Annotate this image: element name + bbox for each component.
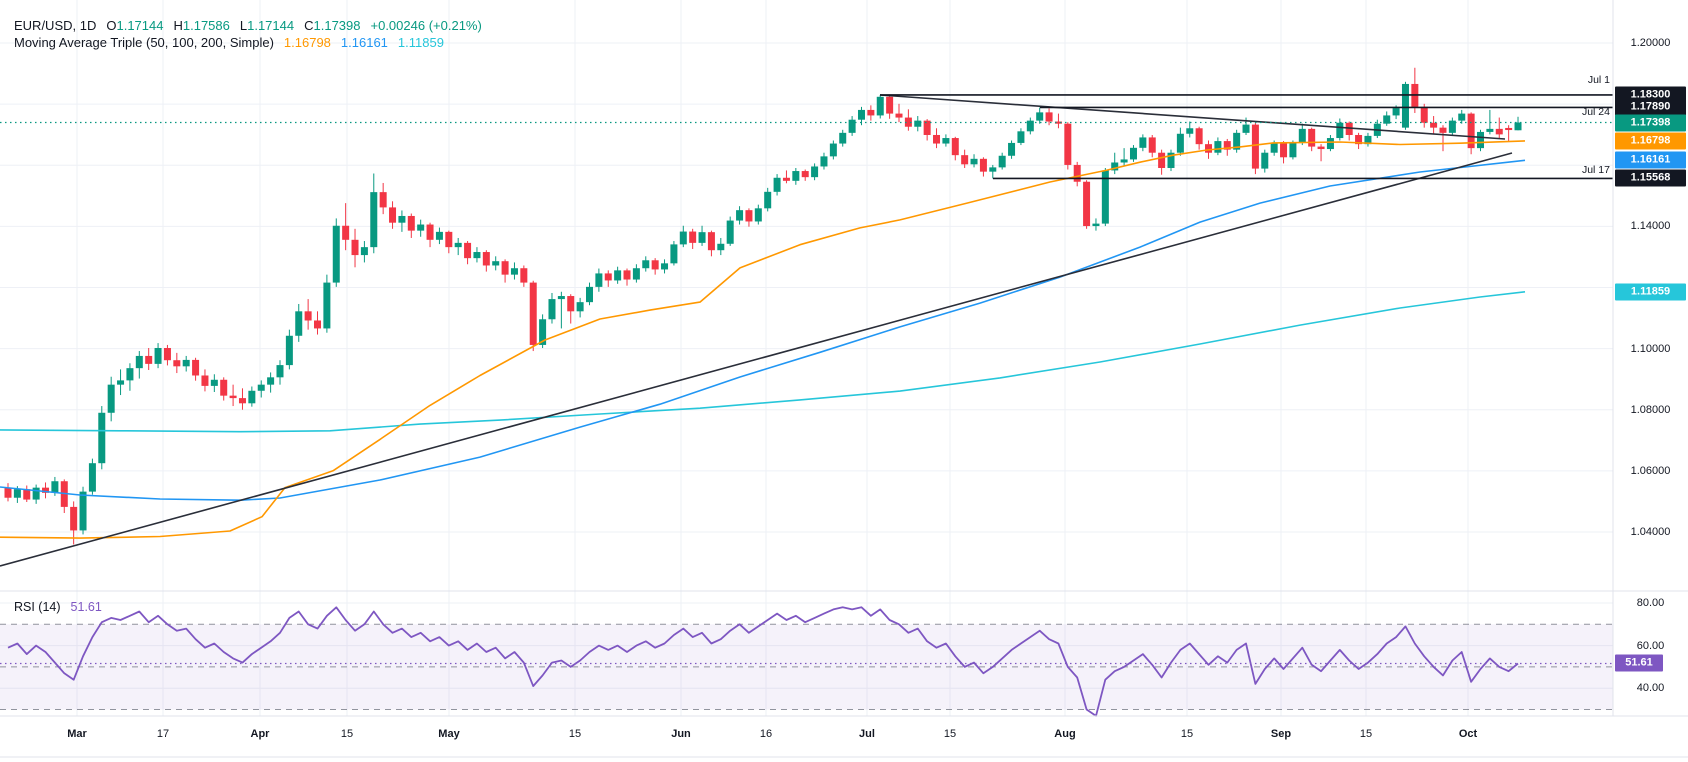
time-tick-label[interactable]: 15 [1359,728,1373,740]
price-tick-label[interactable]: 1.20000 [1630,37,1671,49]
ohlc-close: C1.17398 [304,18,361,33]
time-tick-label[interactable]: 15 [1180,728,1194,740]
time-tick-label[interactable]: May [438,728,460,740]
time-tick-label[interactable]: 15 [943,728,957,740]
price-tick-label[interactable]: 1.14000 [1630,220,1671,233]
drawing-date-label: Jul 17 [1581,164,1610,176]
time-tick-label[interactable]: 15 [568,728,582,740]
ohlc-open: O1.17144 [106,18,164,33]
symbol-legend: EUR/USD, 1D O1.17144 H1.17586 L1.17144 C… [14,18,482,33]
rsi-tick-label[interactable]: 80.00 [1636,597,1665,609]
time-tick-label[interactable]: Mar [67,728,87,740]
price-badge: 1.17890 [1615,98,1686,116]
rsi-tick-label[interactable]: 60.00 [1636,639,1665,652]
ohlc-low: L1.17144 [239,18,295,33]
price-badge: 1.16161 [1615,151,1686,169]
ma200-value: 1.11859 [397,35,444,50]
change-value: +0.00246 (+0.21%) [370,18,482,33]
ma-indicator-legend: Moving Average Triple (50, 100, 200, Sim… [14,35,444,50]
time-tick-label[interactable]: Jun [671,728,691,740]
price-badge: 1.17398 [1615,114,1686,132]
time-tick-label[interactable]: Aug [1054,728,1076,740]
time-tick-label[interactable]: 17 [156,728,170,740]
time-tick-label[interactable]: Sep [1270,728,1292,740]
price-tick-label[interactable]: 1.10000 [1630,342,1671,355]
rsi-tick-label[interactable]: 40.00 [1636,682,1665,695]
price-badge: 51.61 [1615,654,1663,672]
rsi-value: 51.61 [70,600,102,614]
ohlc-high: H1.17586 [173,18,230,33]
symbol-title[interactable]: EUR/USD, 1D [14,18,97,33]
price-badge: 1.11859 [1615,283,1686,301]
price-tick-label[interactable]: 1.06000 [1630,464,1671,477]
time-tick-label[interactable]: 15 [340,728,354,740]
price-tick-label[interactable]: 1.04000 [1630,525,1671,538]
price-badge: 1.15568 [1615,169,1686,187]
drawing-date-label: Jul 24 [1581,106,1610,118]
rsi-title[interactable]: RSI (14) [14,600,61,614]
time-tick-label[interactable]: Apr [250,728,270,740]
price-badge: 1.16798 [1615,132,1686,150]
price-tick-label[interactable]: 1.08000 [1630,403,1671,416]
drawing-date-label: Jul 1 [1587,74,1610,86]
ma-indicator-title[interactable]: Moving Average Triple (50, 100, 200, Sim… [14,35,274,50]
rsi-legend: RSI (14) 51.61 [14,600,102,614]
ma100-value: 1.16161 [340,35,388,50]
ma50-value: 1.16798 [283,35,331,50]
time-tick-label[interactable]: Jul [859,728,875,740]
time-tick-label[interactable]: Oct [1458,728,1478,740]
time-tick-label[interactable]: 16 [759,728,773,740]
